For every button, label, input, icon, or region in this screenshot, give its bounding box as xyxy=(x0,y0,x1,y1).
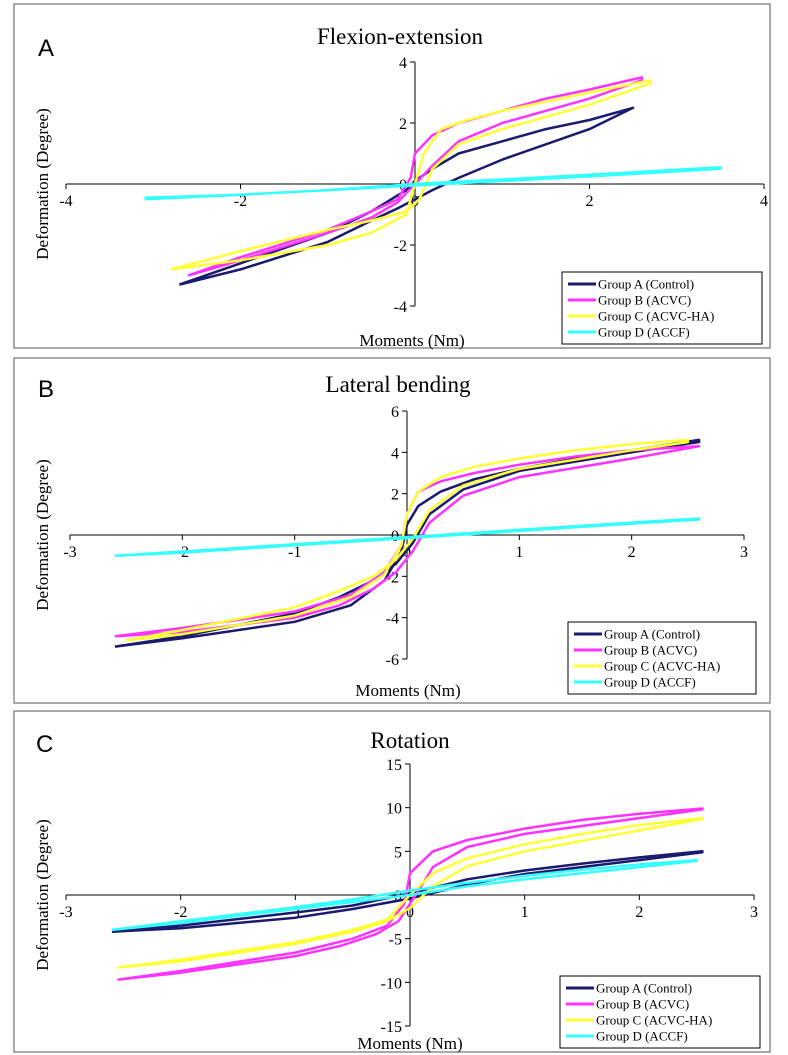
series-line-1 xyxy=(178,106,635,286)
y-tick-label: 6 xyxy=(391,404,399,421)
y-tick-label: -5 xyxy=(389,932,402,949)
legend-label: Group C (ACVC-HA) xyxy=(604,659,720,674)
x-axis-title: Moments (Nm) xyxy=(355,681,460,700)
chart-title: Lateral bending xyxy=(326,372,471,397)
series-line-2 xyxy=(117,807,704,981)
y-tick-label: -4 xyxy=(394,299,407,316)
y-tick-label: 4 xyxy=(399,55,407,72)
x-tick-label: 0 xyxy=(411,193,419,210)
legend-label: Group C (ACVC-HA) xyxy=(598,309,714,324)
x-tick-label: 4 xyxy=(760,193,768,210)
y-tick-label: 2 xyxy=(399,116,407,133)
x-tick-label: 1 xyxy=(515,544,523,561)
series-line-3 xyxy=(125,438,690,642)
x-tick-label: -2 xyxy=(174,904,187,921)
x-tick-label: -3 xyxy=(59,904,72,921)
legend-label: Group D (ACCF) xyxy=(596,1029,688,1044)
y-tick-label: -15 xyxy=(381,1019,402,1036)
y-tick-label: 4 xyxy=(391,445,399,462)
series-line-4 xyxy=(111,858,698,932)
panel-letter: A xyxy=(38,35,54,62)
legend-label: Group B (ACVC) xyxy=(604,643,697,658)
legend-label: Group D (ACCF) xyxy=(604,675,696,690)
x-axis-title: Moments (Nm) xyxy=(359,331,464,350)
x-tick-label: 2 xyxy=(635,904,643,921)
x-tick-label: 1 xyxy=(521,904,529,921)
x-tick-label: 2 xyxy=(586,193,594,210)
chart-panel-c: C Rotation-3 -2 -1 0 1 2 3-15-10-5051015Moments… xyxy=(13,710,771,1053)
series-line-4 xyxy=(144,165,722,201)
chart-panel-b: B Lateral bending-3 -2 -1 0 1 2 3-6-4-20246Mome… xyxy=(13,357,771,704)
series-line-3 xyxy=(170,79,652,271)
legend: Group A (Control)Group B (ACVC)Group C (… xyxy=(561,271,763,345)
x-tick-label: -1 xyxy=(288,544,301,561)
x-tick-label: -4 xyxy=(59,193,72,210)
chart-title: Rotation xyxy=(370,728,450,753)
x-tick-label: 0 xyxy=(406,904,414,921)
y-tick-label: 0 xyxy=(391,528,399,545)
x-axis-title: Moments (Nm) xyxy=(357,1034,462,1053)
x-tick-label: 3 xyxy=(750,904,758,921)
panel-letter: B xyxy=(38,376,54,403)
legend: Group A (Control)Group B (ACVC)Group C (… xyxy=(567,621,757,695)
legend-label: Group A (Control) xyxy=(596,981,692,996)
y-axis-title: Deformation (Degree) xyxy=(33,819,52,971)
legend-label: Group A (Control) xyxy=(604,627,700,642)
x-tick-label: 3 xyxy=(740,544,748,561)
y-tick-label: 10 xyxy=(386,801,402,818)
panel-letter: C xyxy=(36,731,53,758)
series-line-2 xyxy=(187,76,644,277)
y-tick-label: -6 xyxy=(386,652,399,669)
x-tick-label: 0 xyxy=(403,544,411,561)
legend-label: Group D (ACCF) xyxy=(598,325,690,340)
y-tick-label: 2 xyxy=(391,487,399,504)
series-line-4 xyxy=(114,517,701,557)
y-tick-label: -2 xyxy=(394,238,407,255)
legend-label: Group A (Control) xyxy=(598,277,694,292)
legend-label: Group C (ACVC-HA) xyxy=(596,1013,712,1028)
chart-panel-a: A Flexion-extension-4 -2 0 2 4-4-2024Moments … xyxy=(13,3,771,350)
y-tick-label: 15 xyxy=(386,757,402,774)
series-line-3 xyxy=(117,816,704,969)
y-axis-title: Deformation (Degree) xyxy=(33,108,52,260)
y-tick-label: 5 xyxy=(394,844,402,861)
x-tick-label: 2 xyxy=(628,544,636,561)
series-line-1 xyxy=(111,850,704,933)
x-tick-label: -3 xyxy=(63,544,76,561)
y-tick-label: -4 xyxy=(386,611,399,628)
y-tick-label: -10 xyxy=(381,975,402,992)
legend-label: Group B (ACVC) xyxy=(596,997,689,1012)
legend-label: Group B (ACVC) xyxy=(598,293,691,308)
legend: Group A (Control)Group B (ACVC)Group C (… xyxy=(559,975,761,1049)
chart-title: Flexion-extension xyxy=(317,24,484,49)
x-tick-label: -2 xyxy=(234,193,247,210)
y-axis-title: Deformation (Degree) xyxy=(33,459,52,611)
